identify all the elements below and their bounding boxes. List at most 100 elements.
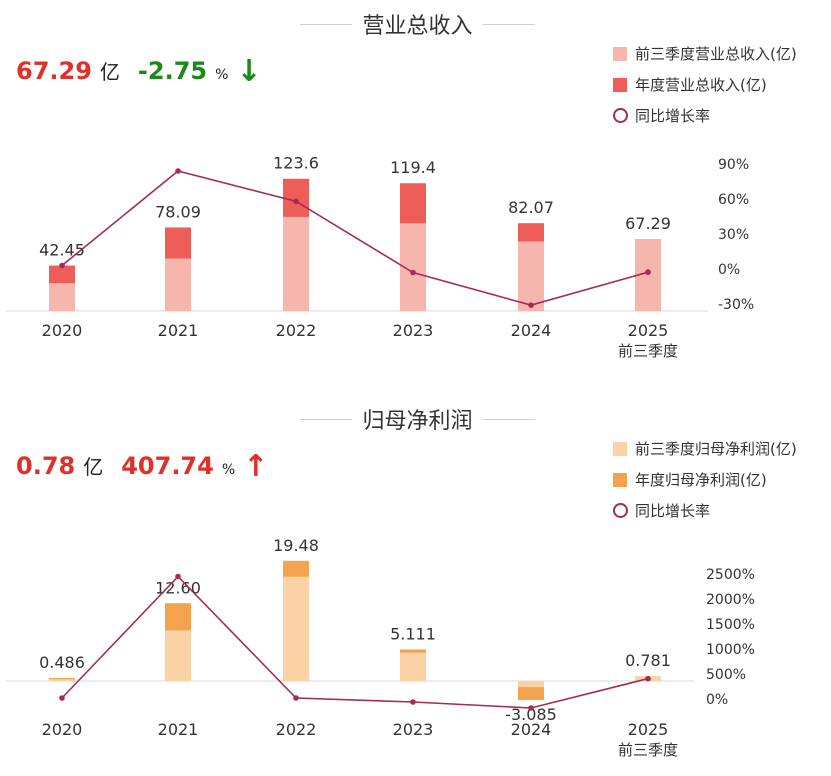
profit-kpi: 0.78 亿 407.74% ↑ xyxy=(16,447,269,484)
legend-label: 年度营业总收入(亿) xyxy=(635,76,767,94)
growth-rate-point xyxy=(175,168,181,174)
profit-kpi-change: 407.74 xyxy=(121,452,214,480)
arrow-down-icon: ↓ xyxy=(236,54,262,89)
legend-ring-icon xyxy=(613,108,628,123)
bar-q3 xyxy=(49,283,75,311)
growth-rate-point xyxy=(528,302,534,308)
bar-data-label: 82.07 xyxy=(508,198,554,217)
profit-legend: 前三季度归母净利润(亿) 年度归母净利润(亿) 同比增长率 xyxy=(613,433,797,526)
right-axis-tick-label: 60% xyxy=(718,192,749,208)
growth-rate-point xyxy=(293,198,299,205)
legend-label: 前三季度归母净利润(亿) xyxy=(635,440,797,458)
legend-swatch xyxy=(613,46,627,61)
growth-rate-point xyxy=(293,695,299,701)
x-axis-tick-label: 2021 xyxy=(158,321,199,340)
x-axis-tick-label: 2022 xyxy=(276,321,317,340)
legend-label: 年度归母净利润(亿) xyxy=(635,471,767,489)
legend-swatch xyxy=(613,77,627,92)
revenue-kpi-change: -2.75 xyxy=(137,57,208,85)
x-axis-tick-label: 2020 xyxy=(42,321,83,340)
profit-chart-title: 归母净利润 xyxy=(362,409,473,434)
right-axis-tick-label: 2500% xyxy=(706,567,755,583)
x-axis-tick-label: 2022 xyxy=(276,720,317,739)
bar-q3 xyxy=(165,630,191,681)
bar-data-label: 0.486 xyxy=(39,653,85,672)
bar-data-label: 0.781 xyxy=(625,651,671,670)
bar-q3 xyxy=(400,652,426,681)
growth-rate-point xyxy=(175,573,181,580)
growth-rate-line xyxy=(61,575,649,709)
arrow-up-icon: ↑ xyxy=(243,449,269,484)
legend-ring-icon xyxy=(613,503,628,518)
bar-data-label: 78.09 xyxy=(155,202,201,221)
revenue-kpi-pct-sign: % xyxy=(215,67,229,83)
right-axis-tick-label: 0% xyxy=(718,262,740,278)
title-divider-left xyxy=(300,24,352,25)
legend-swatch xyxy=(613,472,627,487)
profit-title-block: 归母净利润 xyxy=(300,401,535,437)
bar-data-label: 12.60 xyxy=(155,578,201,597)
x-axis-tick-label: 2025 xyxy=(628,321,669,340)
legend-item-q3-profit[interactable]: 前三季度归母净利润(亿) xyxy=(613,433,797,464)
growth-rate-point xyxy=(645,269,651,276)
right-axis-tick-label: 1000% xyxy=(706,642,755,658)
revenue-kpi: 67.29 亿 -2.75% ↓ xyxy=(16,52,262,89)
x-axis-tick-label: 2025 xyxy=(628,720,669,739)
bar-q3 xyxy=(518,681,544,688)
x-axis-tick-label: 2023 xyxy=(393,720,434,739)
growth-rate-point xyxy=(59,262,65,269)
revenue-kpi-unit: 亿 xyxy=(99,60,120,84)
revenue-chart-title: 营业总收入 xyxy=(362,14,473,39)
title-divider-right xyxy=(483,24,535,25)
x-axis-tick-label: 2023 xyxy=(393,321,434,340)
legend-item-q3-revenue[interactable]: 前三季度营业总收入(亿) xyxy=(613,38,797,69)
bar-q3 xyxy=(283,576,309,681)
legend-swatch xyxy=(613,441,627,456)
legend-item-yoy-growth[interactable]: 同比增长率 xyxy=(613,495,797,526)
revenue-kpi-value: 67.29 xyxy=(16,57,92,85)
bar-q3 xyxy=(49,679,75,681)
right-axis-tick-label: 500% xyxy=(706,667,746,683)
legend-item-yoy-growth[interactable]: 同比增长率 xyxy=(613,100,797,131)
bar-q3 xyxy=(165,258,191,311)
x-axis-tick-label: 2020 xyxy=(42,720,83,739)
title-divider-left xyxy=(300,419,352,420)
right-axis-tick-label: 0% xyxy=(706,692,728,708)
profit-panel: 归母净利润 0.78 亿 407.74% ↑ 前三季度归母净利润(亿) 年度归母净利润… xyxy=(0,395,831,776)
revenue-panel: 营业总收入 67.29 亿 -2.75% ↓ 前三季度营业总收入(亿) 年度营业总收入… xyxy=(0,0,831,385)
right-axis-tick-label: 1500% xyxy=(706,617,755,633)
x-axis-tick-label: 2024 xyxy=(511,720,552,739)
right-axis-tick-label: 30% xyxy=(718,227,749,243)
legend-label: 同比增长率 xyxy=(635,107,711,125)
bar-q3 xyxy=(518,241,544,311)
growth-rate-point xyxy=(410,269,416,276)
bar-data-label: 42.45 xyxy=(39,241,85,260)
x-axis-sublabel: 前三季度 xyxy=(618,741,678,759)
revenue-chart: 90% 60% 30% 0% -30% 42.45 2020 78.09 2021 123.6 20… xyxy=(6,154,754,360)
growth-rate-point xyxy=(645,675,651,682)
profit-kpi-pct-sign: % xyxy=(221,462,236,478)
bar-data-label: 19.48 xyxy=(273,536,319,555)
right-axis-tick-label: 90% xyxy=(718,157,749,173)
profit-kpi-unit: 亿 xyxy=(83,455,104,479)
bar-data-label: 123.6 xyxy=(273,154,319,173)
right-axis-tick-label: -30% xyxy=(718,297,754,313)
profit-chart: 2500% 2000% 1500% 1000% 500% 0% 0.486 2020 12.60… xyxy=(6,536,755,759)
x-axis-sublabel: 前三季度 xyxy=(618,342,678,360)
revenue-legend: 前三季度营业总收入(亿) 年度营业总收入(亿) 同比增长率 xyxy=(613,38,797,131)
x-axis-tick-label: 2021 xyxy=(158,720,199,739)
bar-data-label: 5.111 xyxy=(390,624,436,643)
growth-rate-point xyxy=(410,699,416,705)
legend-item-annual-revenue[interactable]: 年度营业总收入(亿) xyxy=(613,69,797,100)
bar-data-label: -3.085 xyxy=(505,705,557,724)
legend-label: 同比增长率 xyxy=(635,502,711,520)
growth-rate-point xyxy=(528,705,534,711)
growth-rate-line xyxy=(61,170,649,306)
legend-item-annual-profit[interactable]: 年度归母净利润(亿) xyxy=(613,464,797,495)
legend-label: 前三季度营业总收入(亿) xyxy=(635,45,797,63)
bar-q3 xyxy=(283,216,309,311)
profit-kpi-value: 0.78 xyxy=(16,452,76,480)
bar-data-label: 119.4 xyxy=(390,158,436,177)
bar-data-label: 67.29 xyxy=(625,214,671,233)
x-axis-tick-label: 2024 xyxy=(511,321,552,340)
